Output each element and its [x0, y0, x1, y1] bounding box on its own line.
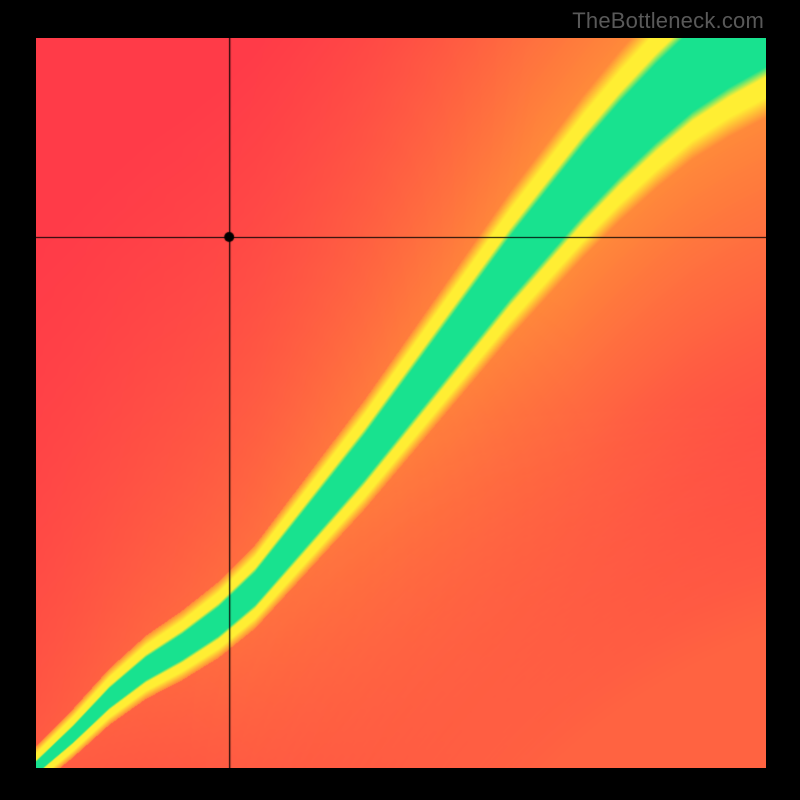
heatmap-canvas	[36, 38, 766, 768]
chart-container: TheBottleneck.com	[0, 0, 800, 800]
watermark-text: TheBottleneck.com	[572, 8, 764, 34]
